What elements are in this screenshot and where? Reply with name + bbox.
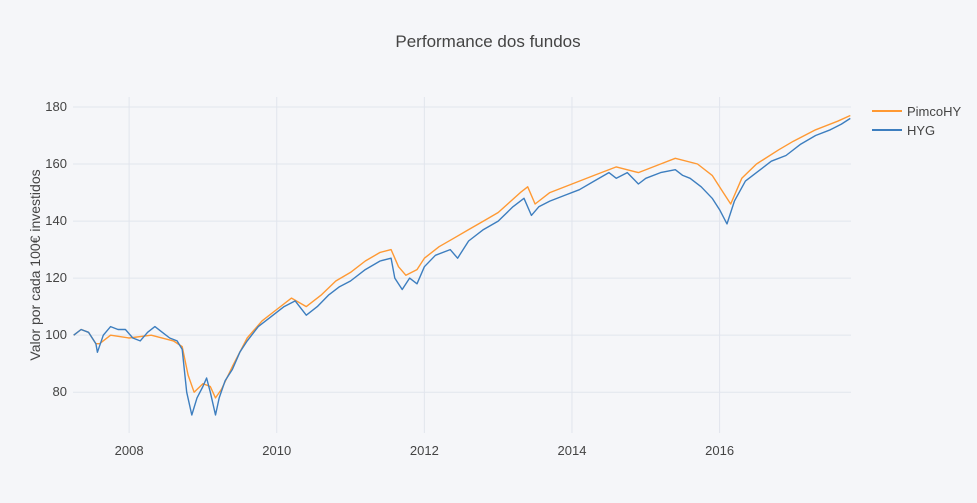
y-tick-label: 180 — [45, 99, 67, 114]
grid — [73, 97, 851, 433]
legend-item-hyg[interactable]: HYG — [872, 123, 935, 138]
y-axis-label: Valor por cada 100€ investidos — [27, 169, 43, 360]
legend-item-pimcohy[interactable]: PimcoHY — [872, 104, 962, 119]
y-tick-label: 140 — [45, 213, 67, 228]
series-lines — [73, 114, 851, 416]
series-line-pimcohy — [73, 114, 851, 399]
legend[interactable]: PimcoHY HYG — [872, 104, 962, 138]
chart-title: Performance dos fundos — [395, 32, 580, 51]
y-tick-label: 100 — [45, 327, 67, 342]
x-tick-label: 2010 — [262, 443, 291, 458]
x-tick-label: 2016 — [705, 443, 734, 458]
axis-ticks: 80 100 120 140 160 180 2008 2010 2012 2014 2016 — [45, 99, 734, 458]
y-tick-label: 80 — [53, 384, 67, 399]
y-tick-label: 120 — [45, 270, 67, 285]
x-tick-label: 2012 — [410, 443, 439, 458]
x-tick-label: 2014 — [558, 443, 587, 458]
legend-label: HYG — [907, 123, 935, 138]
legend-label: PimcoHY — [907, 104, 962, 119]
series-line-hyg — [73, 117, 851, 416]
y-tick-label: 160 — [45, 156, 67, 171]
x-tick-label: 2008 — [115, 443, 144, 458]
